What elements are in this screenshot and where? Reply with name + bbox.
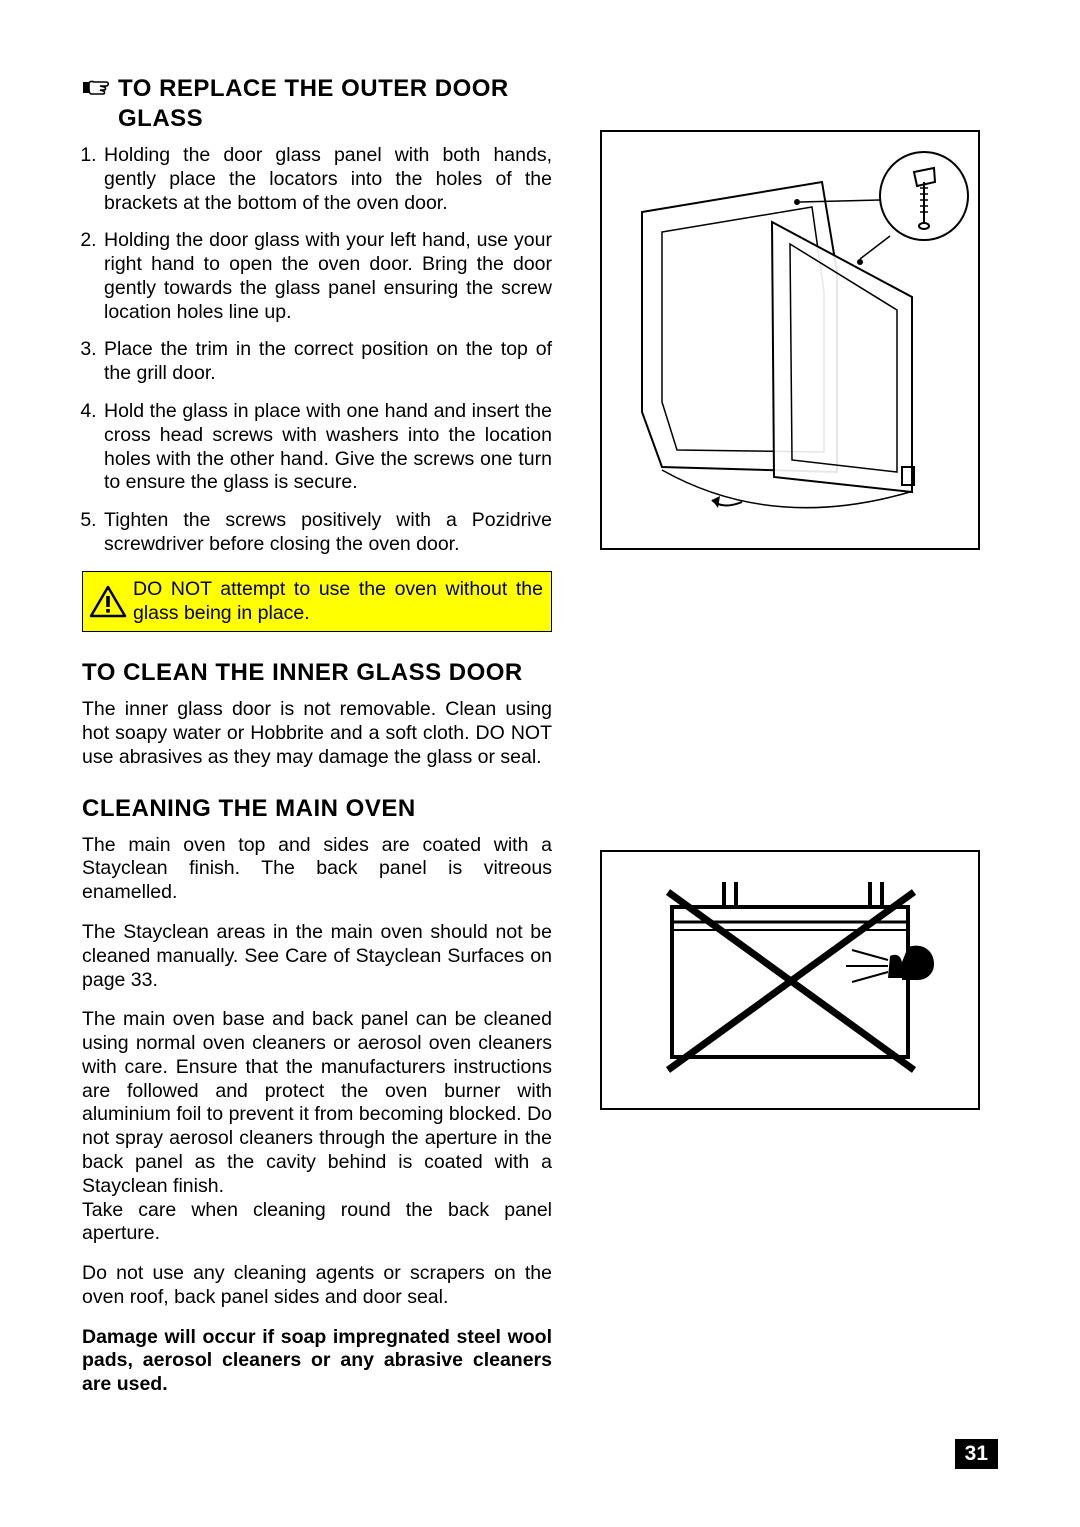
- page-number: 31: [955, 1439, 998, 1469]
- step: Holding the door glass with your left ha…: [102, 229, 552, 324]
- section3-p5: Damage will occur if soap impregnated st…: [82, 1326, 552, 1397]
- figure-do-not-clean: [600, 850, 980, 1110]
- section3-p3b: Take care when cleaning round the back p…: [82, 1199, 552, 1247]
- left-column: TO REPLACE THE OUTER DOOR GLASS Holding …: [82, 74, 552, 1413]
- warning-box: DO NOT attempt to use the oven without t…: [82, 571, 552, 633]
- step: Tighten the screws positively with a Poz…: [102, 509, 552, 557]
- two-column-layout: TO REPLACE THE OUTER DOOR GLASS Holding …: [82, 74, 998, 1413]
- section3-p2: The Stayclean areas in the main oven sho…: [82, 921, 552, 992]
- section2-body: The inner glass door is not removable. C…: [82, 698, 552, 769]
- section2-heading: TO CLEAN THE INNER GLASS DOOR: [82, 658, 552, 688]
- section3-p3: The main oven base and back panel can be…: [82, 1008, 552, 1198]
- section3-heading: CLEANING THE MAIN OVEN: [82, 794, 552, 824]
- step: Holding the door glass panel with both h…: [102, 144, 552, 215]
- door-glass-svg: [602, 132, 978, 548]
- figure-door-glass: [600, 130, 980, 550]
- section1-heading: TO REPLACE THE OUTER DOOR GLASS: [118, 74, 552, 134]
- step: Hold the glass in place with one hand an…: [102, 400, 552, 495]
- section3-p4: Do not use any cleaning agents or scrape…: [82, 1262, 552, 1310]
- section1-heading-row: TO REPLACE THE OUTER DOOR GLASS: [82, 74, 552, 144]
- warning-triangle-icon: [89, 585, 127, 619]
- step: Place the trim in the correct position o…: [102, 338, 552, 386]
- page: TO REPLACE THE OUTER DOOR GLASS Holding …: [0, 0, 1080, 1527]
- section1-steps: Holding the door glass panel with both h…: [82, 144, 552, 557]
- section3-p1: The main oven top and sides are coated w…: [82, 834, 552, 905]
- warning-text: DO NOT attempt to use the oven without t…: [133, 578, 543, 626]
- pointing-hand-icon: [82, 76, 112, 98]
- do-not-clean-svg: [602, 852, 978, 1108]
- right-column: [600, 74, 998, 1413]
